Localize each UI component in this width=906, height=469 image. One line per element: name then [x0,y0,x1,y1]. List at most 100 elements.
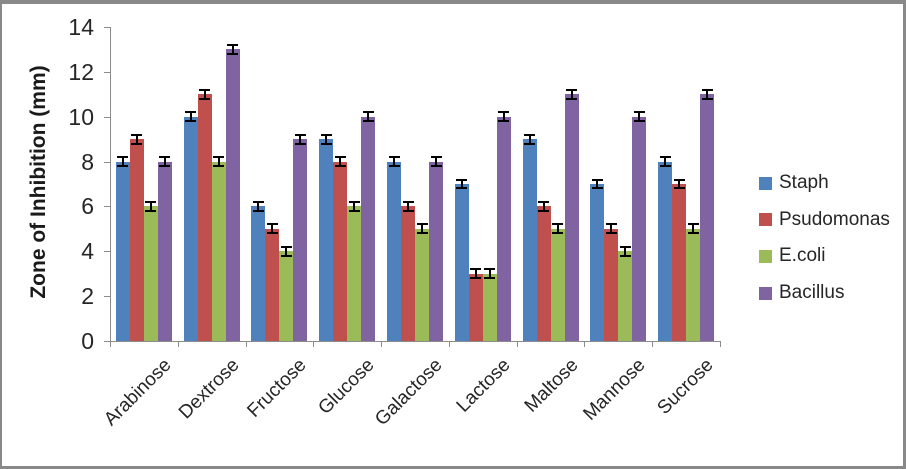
error-bar-stem [393,156,395,168]
error-bar-stem [474,268,477,280]
x-tick [313,341,315,347]
bar-e-coli-sucrose [686,228,701,341]
bar-staph-sucrose [658,161,673,341]
y-tick-label: 10 [68,103,94,130]
error-bar [227,43,239,55]
error-bar-cap-bottom [402,209,414,212]
error-bar-stem [596,178,599,190]
error-bar-cap-bottom [456,187,468,190]
y-tick [104,71,110,73]
bar-psudomonas-arabinose [129,139,144,341]
bar-bacillus-fructose [293,139,308,341]
error-bar-stem [407,200,409,212]
error-bar-cap-bottom [334,165,346,168]
error-bar-cap-bottom [227,52,239,55]
error-bar [633,111,645,123]
bar-bacillus-mannose [632,116,647,341]
error-bar-stem [624,245,627,257]
bar-staph-mannose [590,184,605,341]
error-bar [566,88,578,100]
legend-swatch-staph [759,176,772,190]
error-bar [199,88,211,100]
y-tick-label: 0 [81,328,94,354]
error-bar-cap-bottom [199,97,211,100]
error-bar [294,133,306,145]
y-tick [104,251,110,253]
x-tick [652,341,654,347]
error-bar-cap-bottom [213,165,225,168]
error-bar [524,133,536,145]
error-bar-stem [325,133,328,145]
bar-psudomonas-fructose [265,228,280,341]
error-bar-stem [488,268,491,280]
legend-item-psudomonas: Psudomonas [759,209,890,231]
bar-bacillus-lactose [496,116,511,341]
error-bar [159,156,171,168]
error-bar-stem [217,156,220,168]
error-bar [498,111,510,123]
error-bar-stem [421,223,423,235]
bar-psudomonas-mannose [604,228,619,341]
y-tick [104,341,110,342]
error-bar-stem [339,156,342,168]
error-bar [388,156,400,168]
error-bar [266,223,278,235]
error-bar-stem [460,178,463,190]
error-bar-stem [163,156,166,168]
error-bar-cap-bottom [552,232,564,235]
bar-staph-galactose [387,161,401,341]
x-tick [177,341,179,347]
error-bar-cap-bottom [430,165,442,168]
error-bar-stem [638,111,641,123]
error-bar-cap-bottom [701,97,713,100]
error-bar [280,245,292,257]
bar-e-coli-lactose [482,273,497,341]
y-tick-label: 2 [81,283,94,310]
error-bar-cap-bottom [252,209,264,212]
error-bar-cap-bottom [470,277,482,280]
error-bar-stem [542,200,545,212]
error-bar [430,156,442,168]
bar-staph-fructose [251,206,266,341]
error-bar-cap-bottom [320,142,332,145]
bar-psudomonas-galactose [401,206,415,341]
error-bar [402,200,414,212]
bar-staph-maltose [522,139,537,341]
legend-label: E.coli [779,245,826,267]
bar-psudomonas-dextrose [197,94,212,341]
y-tick-label: 12 [68,58,94,85]
error-bar-cap-bottom [294,142,306,145]
error-bar [591,178,603,190]
error-bar-stem [353,200,356,212]
error-bar-stem [692,223,695,235]
error-bar [334,156,346,168]
bar-e-coli-mannose [618,251,633,341]
error-bar-stem [149,200,152,212]
bar-staph-lactose [454,184,469,341]
legend-label: Psudomonas [779,208,890,230]
x-tick [381,341,383,347]
bar-e-coli-galactose [415,228,429,341]
bar-psudomonas-lactose [468,273,483,341]
error-bar-stem [231,43,234,55]
y-axis-line [110,27,111,342]
x-tick [584,341,586,347]
bar-bacillus-maltose [564,94,579,341]
error-bar-stem [435,156,437,168]
error-bar-cap-bottom [673,187,685,190]
error-bar-cap-bottom [416,232,428,235]
error-bar-stem [502,111,505,123]
error-bar-cap-bottom [605,232,617,235]
error-bar [320,133,332,145]
bar-psudomonas-maltose [536,206,551,341]
error-bar-cap-bottom [498,120,510,123]
error-bar-stem [706,88,709,100]
x-tick [448,341,450,347]
error-bar-stem [570,88,573,100]
error-bar-stem [189,111,192,123]
y-tick-label: 8 [81,148,94,175]
legend-swatch-psudomonas [759,213,772,227]
error-bar-stem [285,245,288,257]
error-bar-stem [135,133,138,145]
